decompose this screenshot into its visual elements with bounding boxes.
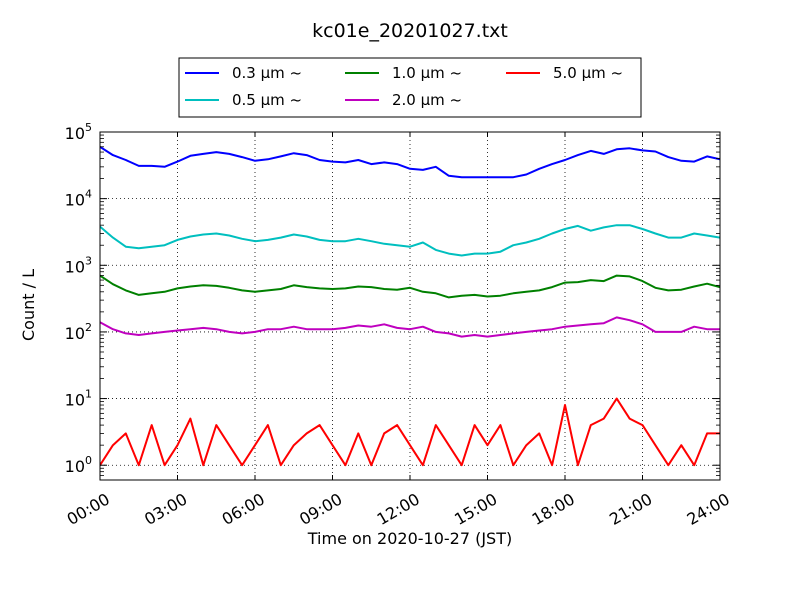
series-line-4 (100, 397, 720, 467)
legend-label-2: 1.0 μm ~ (392, 64, 462, 82)
chart-title: kc01e_20201027.txt (312, 20, 508, 42)
legend-label-3: 2.0 μm ~ (392, 91, 462, 109)
legend-box (178, 57, 642, 118)
y-tick-label: 100 (65, 454, 92, 476)
y-tick-label: 103 (65, 254, 92, 276)
legend-label-4: 5.0 μm ~ (553, 64, 623, 82)
y-tick-label: 105 (65, 121, 92, 143)
y-axis-label: Count / L (19, 269, 38, 341)
series-line-3 (100, 316, 720, 338)
y-tick-label: 104 (65, 188, 92, 210)
legend-label-0: 0.3 μm ~ (232, 64, 302, 82)
series-line-2 (100, 274, 720, 299)
legend-label-1: 0.5 μm ~ (232, 91, 302, 109)
series-layer (100, 145, 720, 467)
y-tick-label: 101 (65, 388, 92, 410)
series-line-0 (100, 145, 720, 179)
x-axis-label: Time on 2020-10-27 (JST) (307, 529, 512, 548)
legend: 0.3 μm ~ 0.5 μm ~ 1.0 μm ~ 2.0 μm ~ 5.0 μm ~ (178, 57, 642, 118)
y-tick-label: 102 (65, 321, 92, 343)
series-line-1 (100, 224, 720, 257)
